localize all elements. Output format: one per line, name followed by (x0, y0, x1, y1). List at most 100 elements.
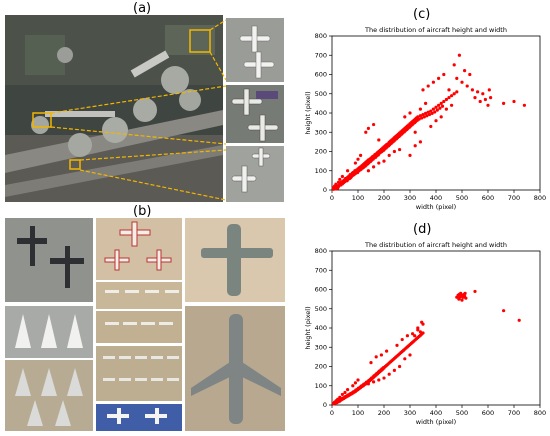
y-tick-label: 0 (323, 186, 327, 194)
data-point (447, 96, 451, 100)
data-point (408, 111, 412, 115)
panel-label-a: (a) (133, 1, 152, 16)
data-point (387, 372, 391, 376)
x-axis-label: width (pixel) (416, 418, 456, 426)
data-point (460, 80, 464, 84)
x-axis-label: width (pixel) (416, 203, 456, 211)
zoom-tile-3 (226, 146, 284, 202)
x-tick-label: 300 (404, 409, 416, 417)
data-point (450, 94, 454, 98)
panel-label-b: (b) (133, 204, 152, 219)
data-point (403, 357, 407, 361)
y-tick-label: 400 (315, 109, 327, 117)
data-point (434, 105, 438, 109)
data-point (379, 353, 383, 357)
scatter-chart-d: The distribution of aircraft height and … (304, 241, 546, 426)
y-tick-label: 300 (315, 128, 327, 136)
y-tick-label: 100 (315, 167, 327, 175)
data-point (517, 318, 521, 322)
data-point (478, 99, 482, 104)
data-point (455, 76, 459, 80)
data-point (340, 174, 344, 179)
data-point (353, 381, 357, 385)
data-point (481, 92, 485, 96)
data-point (361, 384, 365, 388)
data-point (418, 140, 422, 144)
data-point (338, 177, 342, 182)
data-point (366, 382, 370, 386)
data-point (457, 53, 461, 57)
x-tick-label: 200 (378, 409, 390, 417)
data-point (468, 72, 472, 77)
y-tick-label: 700 (315, 266, 327, 274)
y-tick-label: 400 (315, 324, 327, 332)
data-point (382, 159, 386, 163)
data-point (398, 364, 402, 369)
y-tick-label: 600 (315, 71, 327, 79)
data-point (522, 103, 526, 107)
aircraft-icon (226, 18, 284, 82)
data-point (366, 126, 370, 130)
data-point (463, 69, 467, 73)
data-point (385, 349, 389, 353)
aircraft-mosaic (5, 218, 285, 431)
data-point (452, 92, 456, 96)
data-point (444, 107, 448, 111)
x-tick-label: 800 (534, 409, 546, 417)
data-point (411, 332, 415, 336)
data-point (369, 361, 373, 365)
data-point (417, 117, 421, 121)
data-point (447, 88, 451, 92)
data-point (455, 90, 459, 94)
data-point (430, 111, 434, 115)
y-tick-label: 500 (315, 90, 327, 98)
data-point (470, 88, 474, 92)
data-point (438, 106, 442, 110)
x-tick-label: 500 (456, 409, 468, 417)
data-point (356, 157, 360, 161)
x-tick-label: 100 (352, 409, 364, 417)
data-point (372, 165, 376, 169)
data-point (460, 298, 464, 302)
y-axis-label: height (pixel) (304, 306, 312, 349)
x-tick-label: 300 (404, 194, 416, 202)
data-point (431, 80, 435, 84)
x-tick-label: 200 (378, 194, 390, 202)
y-tick-label: 100 (315, 382, 327, 390)
data-point (427, 112, 432, 117)
x-tick-label: 600 (482, 409, 494, 417)
plot-frame (331, 250, 541, 406)
data-point (377, 161, 381, 165)
data-point (359, 153, 363, 157)
data-point (434, 119, 438, 123)
x-tick-label: 500 (456, 194, 468, 202)
aircraft-icon (226, 146, 284, 202)
zoom-tile-2 (226, 85, 284, 143)
x-tick-label: 600 (482, 194, 494, 202)
data-point (442, 99, 446, 104)
y-tick-label: 200 (315, 363, 327, 371)
data-point (395, 343, 399, 347)
data-point (413, 334, 417, 338)
y-tick-label: 700 (315, 51, 327, 59)
data-point (340, 392, 344, 397)
data-point (418, 107, 422, 111)
scatter-chart-c: The distribution of aircraft height and … (304, 26, 546, 211)
y-tick-label: 300 (315, 343, 327, 351)
data-point (437, 76, 441, 80)
data-point (408, 153, 412, 157)
data-point (442, 72, 446, 77)
data-point (336, 180, 341, 184)
data-point (416, 328, 420, 332)
data-point (336, 186, 340, 190)
airport-aerial-photo (5, 15, 223, 202)
data-point (374, 355, 378, 359)
data-point (439, 101, 443, 105)
airport-aerial-image (5, 15, 223, 202)
x-tick-label: 400 (430, 409, 442, 417)
data-point (435, 108, 439, 112)
data-point (425, 114, 429, 118)
data-point (364, 130, 368, 134)
data-point (372, 122, 376, 127)
